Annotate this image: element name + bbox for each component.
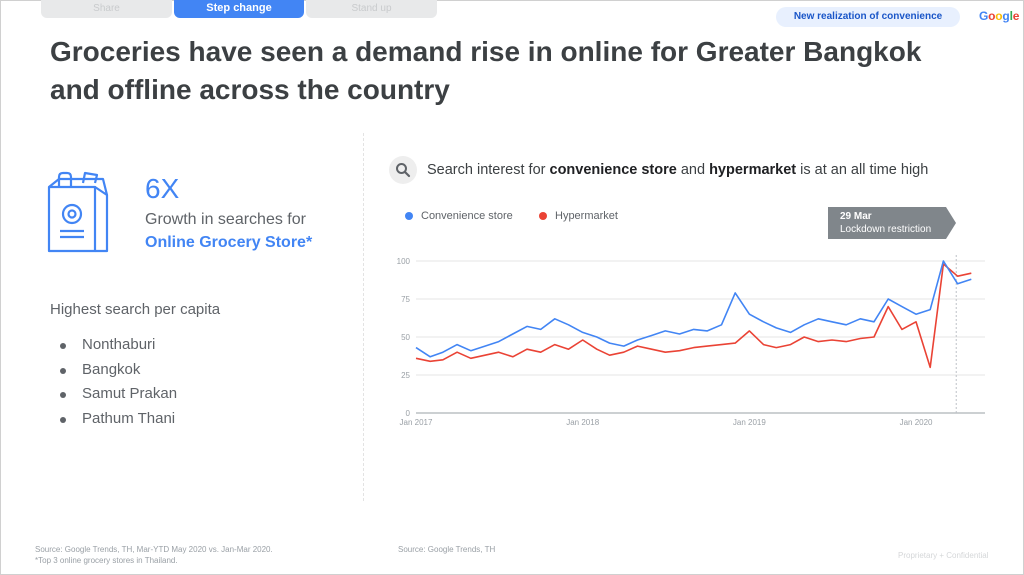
column-divider [363,133,364,501]
list-item: Samut Prakan [60,382,177,407]
x-tick-label: Jan 2018 [566,418,599,427]
list-item: Nonthaburi [60,333,177,358]
logo-letter: o [995,9,1003,23]
y-tick-label: 75 [401,295,410,304]
logo-letter: G [979,9,989,23]
legend-convenience: Convenience store [405,210,513,222]
source-left-1: Source: Google Trends, TH, Mar-YTD May 2… [35,545,273,554]
legend-dot-blue [405,212,413,220]
stat-description: Growth in searches for [145,211,306,228]
annotation-date: 29 Mar [840,211,872,222]
x-tick-label: Jan 2019 [733,418,766,427]
x-tick-label: Jan 2017 [400,418,433,427]
y-tick-label: 0 [406,409,411,418]
legend-dot-red [539,212,547,220]
google-logo: Google [979,9,1019,23]
lockdown-annotation: 29 Mar Lockdown restriction [828,207,946,239]
y-tick-label: 100 [397,257,411,266]
x-tick-label: Jan 2020 [900,418,933,427]
chart-headline: Search interest for convenience store an… [427,162,928,178]
logo-letter: o [988,9,996,23]
source-right: Source: Google Trends, TH [398,545,496,554]
stat-number: 6X [145,173,180,204]
legend-hypermarket: Hypermarket [539,210,618,222]
per-capita-heading: Highest search per capita [50,301,221,318]
headline-bold-1: convenience store [549,162,677,178]
tab-share[interactable]: Share [41,0,172,18]
legend-label: Hypermarket [555,210,618,222]
headline-pre: Search interest for [427,162,550,178]
stat-highlight: Online Grocery Store* [145,234,313,251]
logo-letter: g [1002,9,1010,23]
series-line-hypermarket [415,263,972,369]
section-pill: New realization of convenience [776,7,960,27]
title-line-2: and offline across the country [50,74,450,105]
headline-bold-2: hypermarket [709,162,797,178]
series-line-convenience-store [415,260,972,358]
tab-stand-up[interactable]: Stand up [306,0,437,18]
logo-letter: l [1009,9,1013,23]
page-title: Groceries have seen a demand rise in onl… [50,33,1010,109]
title-line-1: Groceries have seen a demand rise in onl… [50,36,922,67]
google-logo-text: Google [979,9,1019,23]
tab-step-change[interactable]: Step change [174,0,304,18]
source-left-2: *Top 3 online grocery stores in Thailand… [35,556,178,565]
legend-label: Convenience store [421,210,513,222]
list-item: Pathum Thani [60,407,177,432]
y-tick-label: 50 [401,333,410,342]
search-icon [389,156,417,184]
y-tick-label: 25 [401,371,410,380]
annotation-text: Lockdown restriction [840,224,932,235]
annotation-pointer [946,207,956,239]
headline-mid: and [676,162,710,178]
grocery-bag-icon [45,171,111,260]
city-list: Nonthaburi Bangkok Samut Prakan Pathum T… [60,333,177,431]
list-item: Bangkok [60,358,177,383]
logo-letter: e [1012,9,1020,23]
confidential-footer: Proprietary + Confidential [898,551,989,560]
headline-post: is at an all time high [796,162,929,178]
